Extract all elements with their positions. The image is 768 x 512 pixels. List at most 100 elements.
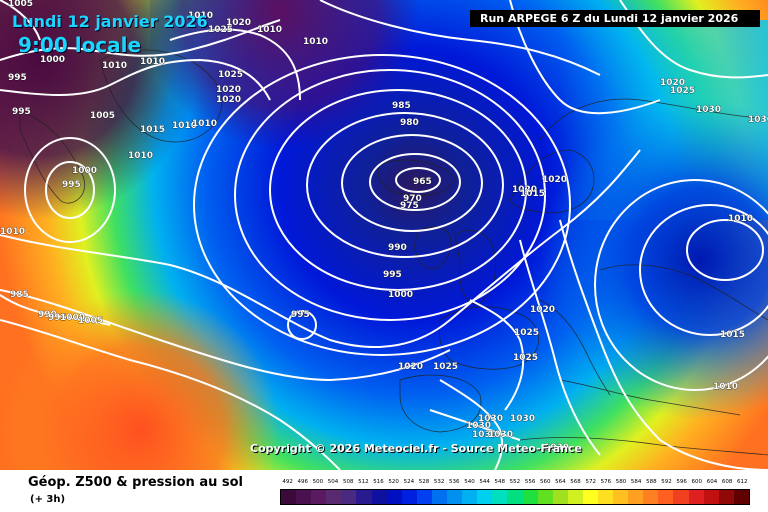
isobar-label: 1015: [520, 189, 545, 199]
isobar-label: 1030: [466, 421, 491, 431]
scale-color-swatch: [356, 490, 372, 504]
isobar-label: 995: [12, 107, 31, 117]
isobar-label: 1010: [102, 61, 127, 71]
isobar-label: 995: [8, 73, 27, 83]
isobar-label: 1010: [188, 11, 213, 21]
scale-color-swatch: [386, 490, 402, 504]
isobar-label: 1030: [478, 414, 503, 424]
isobar-label: 1020: [542, 175, 567, 185]
scale-value-label: 556: [524, 479, 536, 485]
isobar-label: 1000: [388, 290, 413, 300]
coastlines: [19, 49, 768, 456]
scale-value-label: 516: [373, 479, 384, 485]
isobar-label: 1020: [226, 18, 251, 28]
isobar-label: 995: [291, 310, 310, 320]
copyright-notice: Copyright © 2026 Meteociel.fr - Source M…: [250, 442, 583, 455]
isobar-label: 1025: [208, 25, 233, 35]
scale-value-label: 524: [403, 479, 415, 485]
scale-value-label: 604: [706, 479, 718, 485]
scale-color-swatch: [703, 490, 719, 504]
isobar-label: 1000: [72, 166, 97, 176]
scale-color-swatch: [477, 490, 493, 504]
scale-value-label: 612: [737, 479, 748, 485]
isobar-label: 980: [400, 118, 419, 128]
isobar-label: 1015: [720, 330, 745, 340]
isobar-label: 985: [392, 101, 411, 111]
isobar-label: 975: [400, 201, 419, 211]
scale-color-swatch: [341, 490, 357, 504]
isobar-label: 1030: [748, 115, 768, 125]
scale-color-swatch: [326, 490, 342, 504]
isobar-lines: [0, 0, 768, 470]
isobar-label: 1030: [510, 414, 535, 424]
color-scale: 492 496 500 504 508 512 516 520 524 528 532 536 540 5…: [280, 479, 750, 509]
geopotential-low-north: [150, 0, 470, 150]
scale-color-swatch: [658, 490, 674, 504]
scale-value-label: 508: [342, 479, 354, 485]
scale-value-label: 560: [539, 479, 551, 485]
forecast-date: Lundi 12 janvier 2026: [12, 12, 208, 31]
scale-value-label: 548: [494, 479, 506, 485]
scale-value-label: 572: [585, 479, 596, 485]
scale-value-label: 500: [312, 479, 324, 485]
scale-color-swatch: [613, 490, 629, 504]
scale-value-label: 608: [721, 479, 733, 485]
isobar-label: 995: [62, 180, 81, 190]
weather-map: 1005 1010 1020 1025 1010 1000 1010 1010 …: [0, 0, 768, 470]
scale-value-label: 536: [449, 479, 460, 485]
scale-color-swatch: [733, 490, 749, 504]
scale-value-label: 580: [615, 479, 627, 485]
isobar-label: 1010: [303, 37, 328, 47]
forecast-time: 9:00 locale: [18, 33, 142, 57]
legend-title: Géop. Z500 & pression au sol: [28, 475, 243, 490]
scale-value-label: 540: [464, 479, 475, 485]
scale-value-label: 576: [600, 479, 612, 485]
map-canvas: 1005 1010 1020 1025 1010 1000 1010 1010 …: [0, 0, 768, 470]
isobar-label: 1010: [172, 121, 197, 131]
isobar-label: 1010: [257, 25, 282, 35]
scale-color-swatch: [522, 490, 538, 504]
scale-value-label: 568: [570, 479, 581, 485]
scale-value-label: 564: [555, 479, 566, 485]
isobar-label: 995: [48, 313, 67, 323]
isobar-label: 990: [38, 310, 57, 320]
scale-color-swatch: [416, 490, 432, 504]
isobar-label: 965: [413, 177, 432, 187]
isobar-label: 1010: [728, 214, 753, 224]
scale-color-swatch: [507, 490, 523, 504]
isobar-label: 1025: [433, 362, 458, 372]
isobar-label: 995: [383, 270, 402, 280]
isobar-label: 1010: [192, 119, 217, 129]
scale-color-swatch: [401, 490, 417, 504]
isobar-label: 990: [388, 243, 407, 253]
isobar-label: 1025: [514, 328, 539, 338]
scale-value-label: 496: [297, 479, 308, 485]
isobar-label: 1020: [512, 185, 537, 195]
scale-value-label: 552: [509, 479, 521, 485]
scale-color-swatch: [311, 490, 327, 504]
scale-color-swatch: [552, 490, 568, 504]
legend-subtitle: (+ 3h): [30, 494, 66, 505]
scale-value-label: 600: [691, 479, 703, 485]
scale-color-swatch: [582, 490, 598, 504]
scale-color-swatch: [447, 490, 463, 504]
isobar-label: 1010: [128, 151, 153, 161]
scale-color-swatch: [371, 490, 387, 504]
isobar-label: 985: [10, 290, 29, 300]
scale-color-swatch: [643, 490, 659, 504]
color-scale-bar: [280, 489, 750, 505]
scale-color-swatch: [597, 490, 614, 504]
isobar-label: 1020: [660, 78, 685, 88]
scale-color-swatch: [628, 490, 644, 504]
isobar-label: 1030: [696, 105, 721, 115]
isobar-label: 1000: [60, 313, 85, 323]
scale-value-label: 532: [433, 479, 445, 485]
isobar-label: 1010: [0, 227, 25, 237]
isobar-label: 1010: [140, 57, 165, 67]
isobar-label: 1020: [398, 362, 423, 372]
scale-color-swatch: [462, 490, 478, 504]
color-scale-labels: 492 496 500 504 508 512 516 520 524 528 532 536 540 5…: [280, 479, 750, 489]
scale-value-label: 504: [327, 479, 339, 485]
scale-color-swatch: [567, 490, 583, 504]
scale-color-swatch: [688, 490, 704, 504]
